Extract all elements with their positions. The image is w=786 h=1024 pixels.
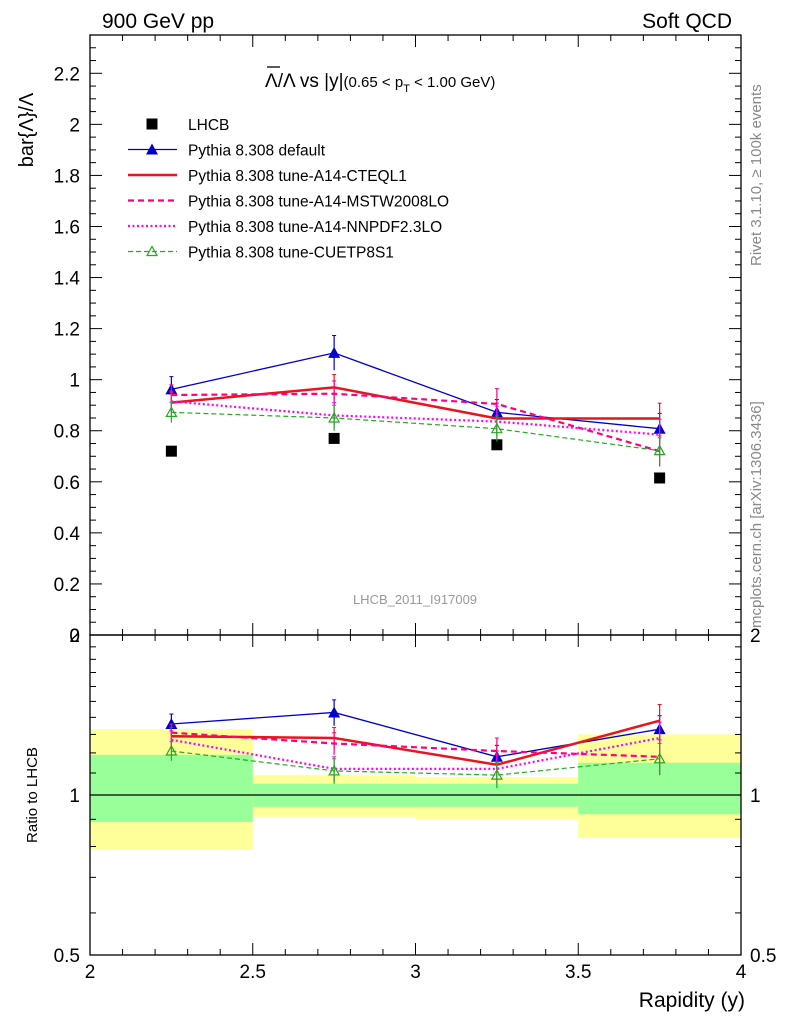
data-point xyxy=(653,444,666,456)
x-tick-label: 3 xyxy=(410,962,421,983)
ratio-point xyxy=(165,744,178,756)
ratio-y-tick-label-right: 1 xyxy=(750,786,761,807)
ratio-point xyxy=(490,768,503,780)
y-axis-label: bar{Λ}/Λ xyxy=(16,92,38,167)
title-cut-subscript: T xyxy=(403,83,410,95)
analysis-watermark: LHCB_2011_I917009 xyxy=(353,592,477,607)
title-main: Λ/Λ vs |y| xyxy=(265,71,344,92)
y-tick-label: 0.2 xyxy=(54,575,80,596)
series-dashed-triangle xyxy=(165,401,666,464)
data-point xyxy=(165,445,177,457)
x-tick-label: 3.5 xyxy=(565,962,591,983)
y-tick-label: 0 xyxy=(69,626,80,647)
chart-title: Λ/Λ vs |y|(0.65 < pT < 1.00 GeV) xyxy=(265,71,495,95)
y-tick-label: 1.8 xyxy=(54,166,80,187)
ratio-y-tick-label-right: 2 xyxy=(750,626,761,647)
legend-label: Pythia 8.308 tune-A14-CTEQL1 xyxy=(188,168,407,185)
ratio-y-tick-label: 1 xyxy=(69,786,80,807)
data-point xyxy=(654,472,666,484)
legend-marker xyxy=(146,118,158,130)
series-line xyxy=(171,392,660,453)
y-tick-label: 0.8 xyxy=(54,422,80,443)
series-line xyxy=(171,400,660,436)
data-point xyxy=(328,346,341,358)
data-point xyxy=(491,439,503,451)
header-left: 900 GeV pp xyxy=(102,10,214,33)
ratio-point xyxy=(328,764,341,776)
ratio-y-tick-label: 2 xyxy=(69,626,80,647)
legend-label: Pythia 8.308 tune-A14-NNPDF2.3LO xyxy=(188,219,442,236)
series-data xyxy=(165,432,666,484)
series-line xyxy=(171,352,660,430)
legend-label: Pythia 8.308 tune-A14-MSTW2008LO xyxy=(188,194,449,211)
data-point xyxy=(490,422,503,434)
ratio-y-tick-label: 0.5 xyxy=(54,946,80,967)
ratio-y-tick-label-right: 0.5 xyxy=(750,946,776,967)
data-point xyxy=(328,432,340,444)
x-tick-label: 2 xyxy=(85,962,96,983)
ratio-panel: Ratio to LHCB 0.5 0.5 1 1 2 2 2 2.5 3 3.5 4 Rapidity… xyxy=(24,626,776,1012)
ratio-line xyxy=(171,750,660,776)
title-cut-end: < 1.00 GeV) xyxy=(410,74,495,91)
y-tick-label: 1.4 xyxy=(54,269,81,290)
series-solid-thick xyxy=(169,374,662,434)
series-line xyxy=(171,411,660,452)
y-tick-label: 0.4 xyxy=(54,524,81,545)
legend-label: Pythia 8.308 default xyxy=(188,143,326,160)
ratio-y-label: Ratio to LHCB xyxy=(24,747,41,843)
title-cut: (0.65 < p xyxy=(344,74,404,91)
legend-marker xyxy=(145,245,159,257)
ratio-point xyxy=(328,706,341,718)
legend: LHCB Pythia 8.308 default Pythia 8.308 tun… xyxy=(128,117,449,262)
data-point xyxy=(165,406,178,417)
y-tick-label: 1.6 xyxy=(54,217,80,238)
legend-label: LHCB xyxy=(188,117,229,134)
y-tick-label: 2 xyxy=(69,115,80,136)
header-right: Soft QCD xyxy=(642,10,732,33)
y-tick-label: 0.6 xyxy=(54,473,80,494)
rivet-label: Rivet 3.1.10, ≥ 100k events xyxy=(748,84,765,266)
series-line xyxy=(171,386,660,420)
x-tick-label: 4 xyxy=(736,962,747,983)
y-tick-label: 2.2 xyxy=(54,64,80,85)
ratio-line xyxy=(171,731,660,758)
ratio-point xyxy=(653,752,666,764)
mcplots-label: mcplots.cern.ch [arXiv:1306.3436] xyxy=(748,401,765,628)
y-tick-label: 1.2 xyxy=(54,320,80,341)
legend-marker xyxy=(146,143,158,155)
x-tick-label: 2.5 xyxy=(240,962,266,983)
main-panel: Λ/Λ vs |y|(0.65 < pT < 1.00 GeV) bar{Λ}/Λ… xyxy=(16,34,742,647)
ratio-line xyxy=(171,736,660,770)
y-tick-label: 1 xyxy=(69,371,80,392)
legend-label: Pythia 8.308 tune-CUETP8S1 xyxy=(188,245,394,262)
x-axis-label: Rapidity (y) xyxy=(639,989,745,1012)
ratio-series-dashed-triangle xyxy=(165,741,666,789)
data-point xyxy=(328,411,341,423)
series-solid-triangle xyxy=(165,335,666,445)
uncertainty-band-inner xyxy=(90,754,253,822)
